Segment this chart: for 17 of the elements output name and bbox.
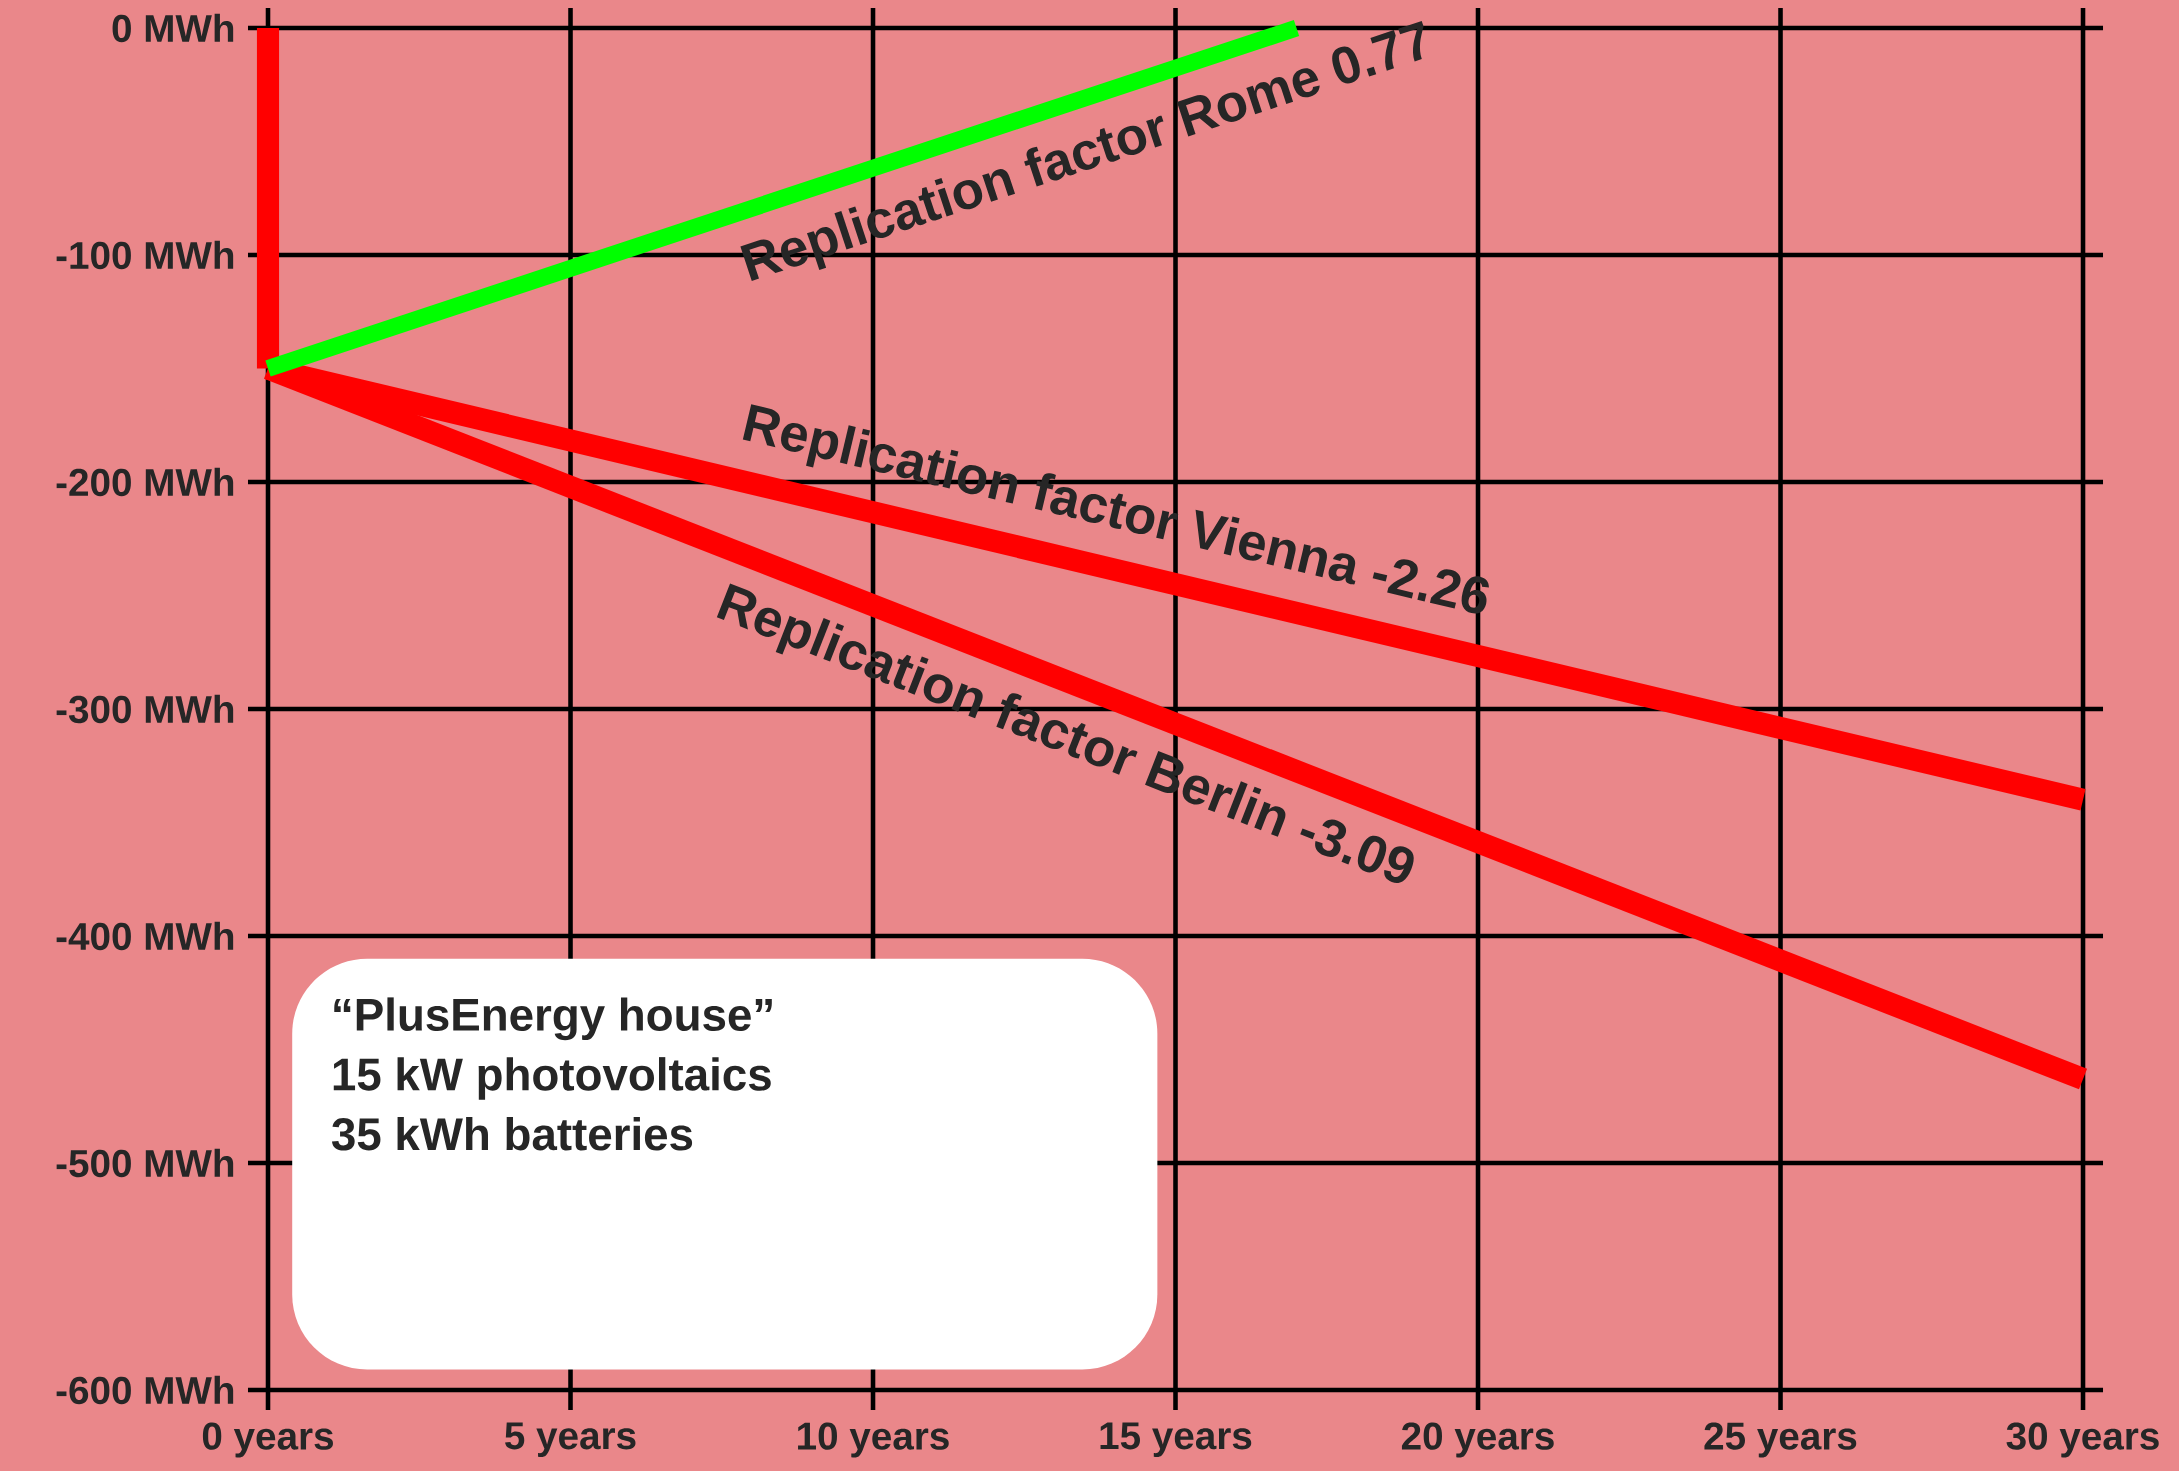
x-tick-label: 0 years: [202, 1422, 333, 1458]
x-tick-label: 30 years: [2006, 1422, 2159, 1458]
annotation: “PlusEnergy house”: [334, 997, 772, 1041]
y-tick-label: -100 MWh: [56, 240, 234, 270]
x-tick-label: 25 years: [1704, 1422, 1857, 1458]
x-tick-label: 10 years: [798, 1422, 949, 1458]
annotation: 15 kW photovoltaics: [333, 1057, 771, 1100]
y-tick-label: -400 MWh: [56, 921, 234, 951]
y-tick-label: -600 MWh: [56, 1375, 234, 1405]
x-tick-label: 20 years: [1401, 1422, 1554, 1458]
annotation: 35 kWh batteries: [331, 1116, 693, 1151]
y-tick-label: -200 MWh: [56, 467, 234, 497]
y-tick-label: -300 MWh: [56, 694, 234, 724]
x-tick-label: 15 years: [1100, 1422, 1252, 1458]
y-tick-label: 0 MWh: [112, 13, 234, 43]
y-tick-label: -500 MWh: [56, 1148, 234, 1178]
x-tick-label: 5 years: [505, 1422, 636, 1458]
